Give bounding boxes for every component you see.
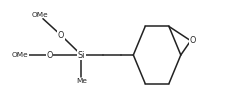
Text: OMe: OMe (31, 12, 48, 18)
Text: Me: Me (76, 78, 86, 84)
Text: O: O (189, 36, 195, 45)
Text: Si: Si (77, 50, 85, 60)
Text: OMe: OMe (12, 52, 29, 58)
Text: O: O (58, 31, 64, 40)
Text: O: O (46, 50, 53, 60)
